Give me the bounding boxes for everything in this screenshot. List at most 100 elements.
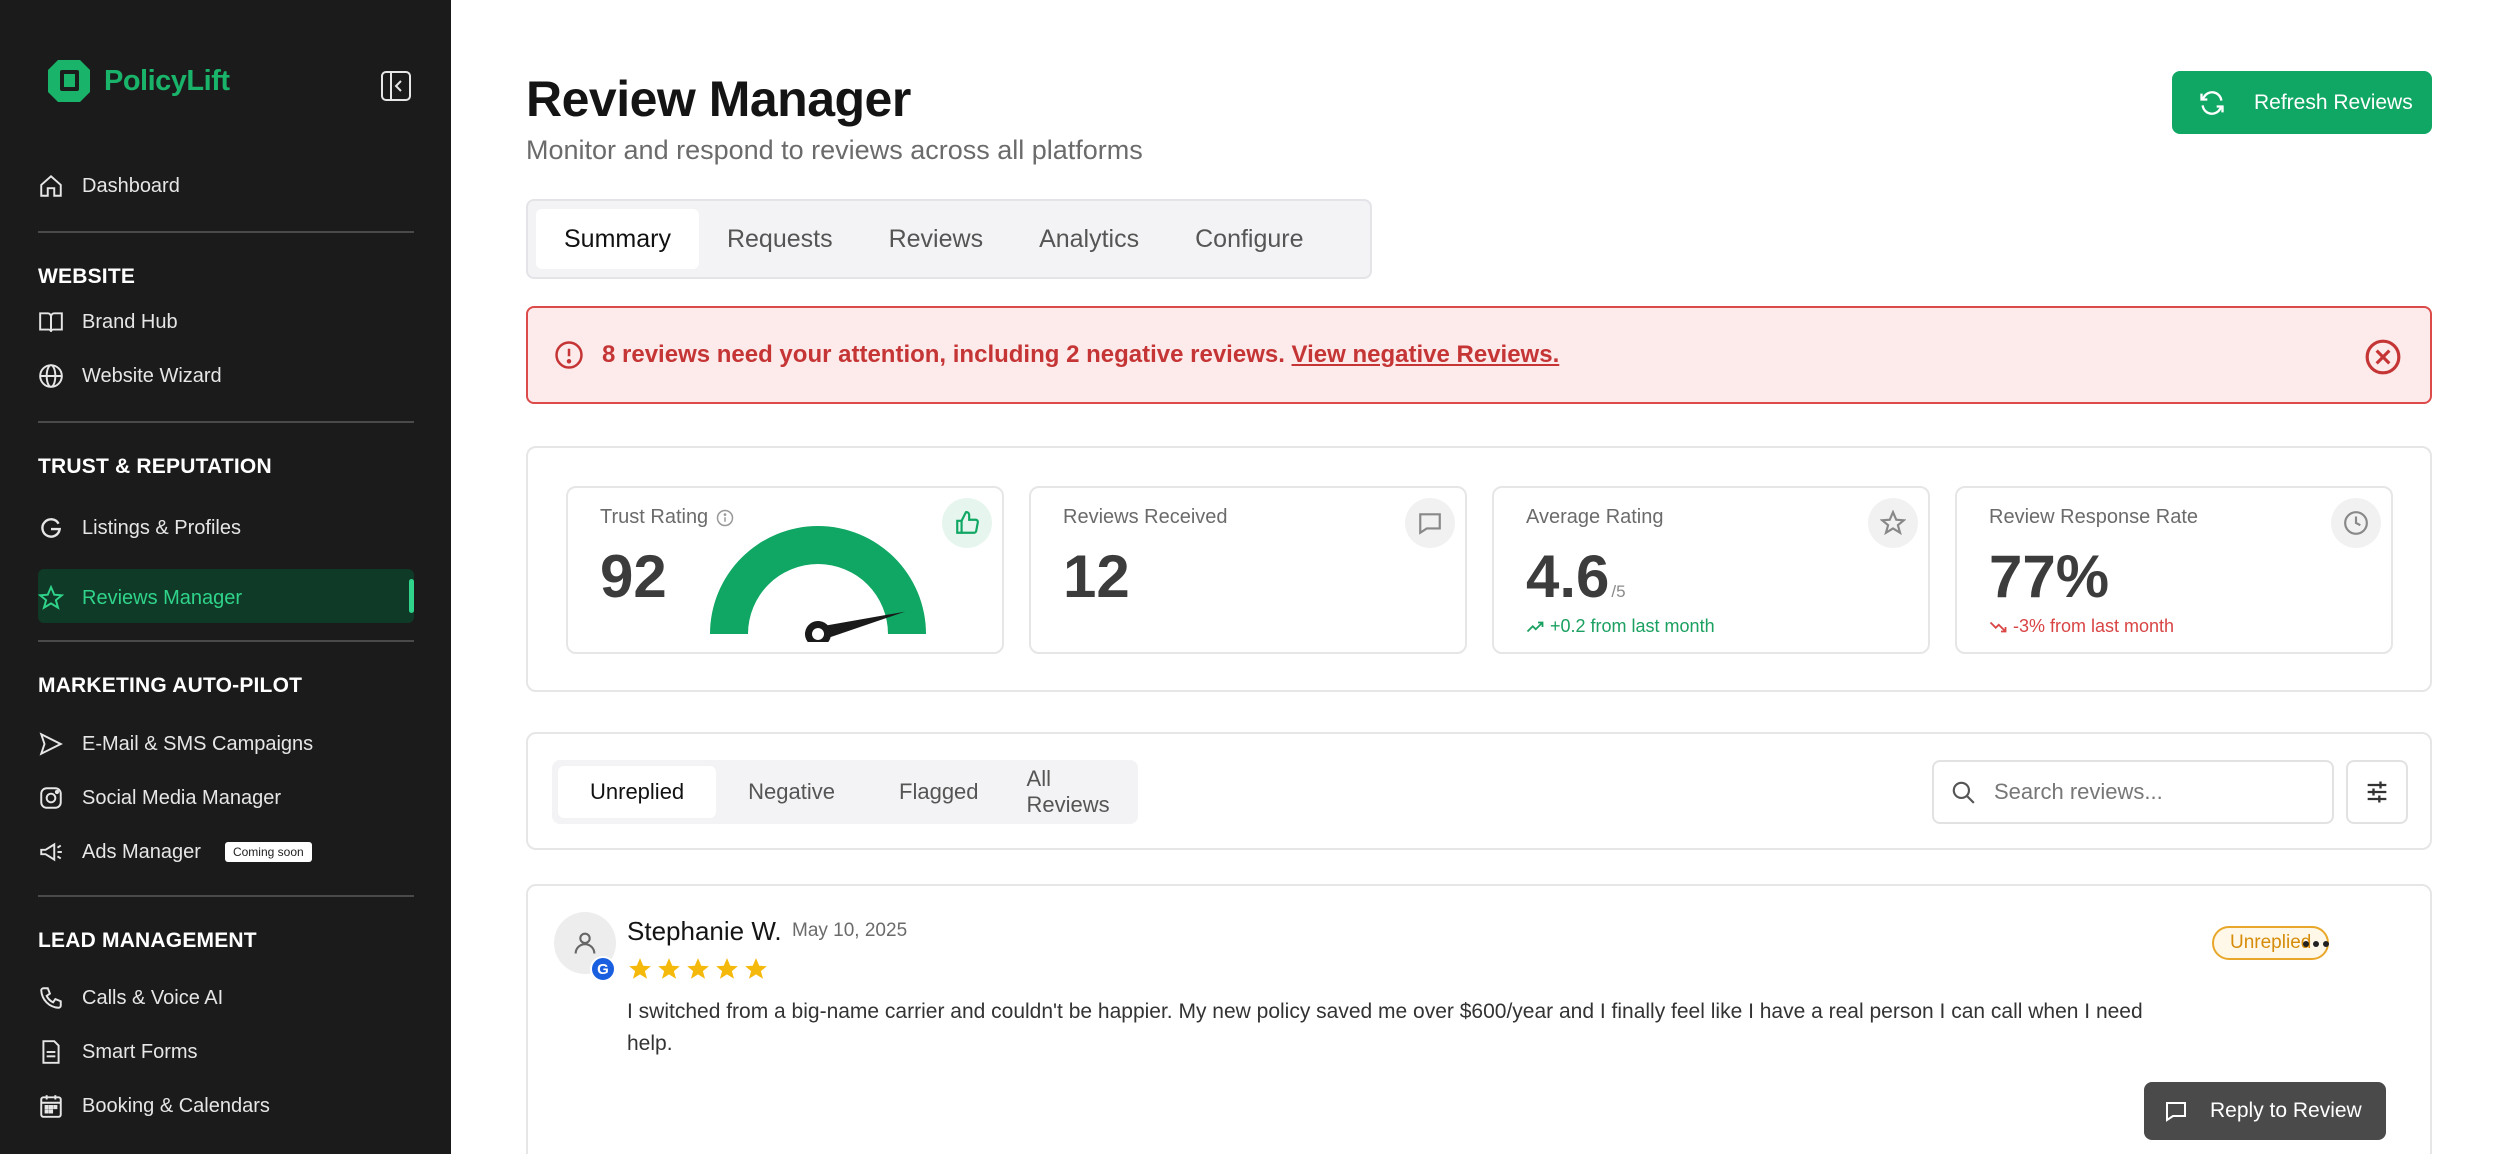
trust-rating-card: Trust Rating 92 (566, 486, 1004, 654)
stats-panel: Trust Rating 92 Reviews Receiv (526, 446, 2432, 692)
info-icon[interactable] (716, 509, 734, 527)
sidebar-item-social-media[interactable]: Social Media Manager (38, 776, 281, 820)
megaphone-icon (40, 842, 62, 862)
search-icon (1952, 781, 1975, 804)
star-filled-icon (745, 958, 767, 979)
sidebar-item-dashboard[interactable]: Dashboard (38, 164, 180, 208)
trust-rating-label: Trust Rating (600, 506, 734, 529)
refresh-reviews-label: Refresh Reviews (2254, 90, 2413, 114)
trust-rating-value: 92 (600, 543, 667, 610)
brand-logo[interactable]: PolicyLift (46, 58, 230, 104)
attention-alert: 8 reviews need your attention, including… (526, 306, 2432, 404)
sidebar-item-label: Booking & Calendars (82, 1094, 270, 1117)
sidebar-item-label: Reviews Manager (82, 586, 243, 609)
home-icon (40, 174, 62, 197)
sidebar-item-website-wizard[interactable]: Website Wizard (38, 354, 222, 398)
tab-analytics[interactable]: Analytics (1039, 224, 1140, 253)
review-card: G Stephanie W. May 10, 2025 I switched f… (526, 884, 2432, 1154)
sidebar-item-label: Dashboard (82, 174, 180, 197)
instagram-icon (40, 787, 62, 809)
star-filled-icon (687, 958, 709, 979)
sidebar-item-label: Smart Forms (82, 1040, 198, 1063)
document-icon (42, 1040, 60, 1064)
tab-reviews[interactable]: Reviews (888, 224, 984, 253)
sidebar-item-booking[interactable]: Booking & Calendars (38, 1084, 270, 1128)
sidebar-item-email-sms[interactable]: E-Mail & SMS Campaigns (38, 722, 313, 766)
user-icon (574, 932, 596, 954)
delta-text: -3% from last month (2013, 616, 2175, 636)
refresh-icon (2200, 90, 2224, 115)
tab-summary[interactable]: Summary (536, 209, 699, 269)
filter-tab-unreplied[interactable]: Unreplied (558, 766, 717, 818)
average-rating-label: Average Rating (1526, 506, 1664, 528)
filter-tab-all-reviews[interactable]: All Reviews (1026, 766, 1110, 817)
divider (38, 895, 414, 897)
sidebar-item-ads-manager[interactable]: Ads Manager Coming soon (38, 830, 312, 874)
filter-tab-negative[interactable]: Negative (748, 779, 836, 804)
sidebar-item-listings[interactable]: Listings & Profiles (38, 506, 241, 550)
close-circle-icon[interactable] (2364, 338, 2402, 376)
calendar-icon (40, 1095, 62, 1118)
sidebar-item-reviews-manager[interactable]: Reviews Manager (38, 576, 242, 620)
sidebar-item-label: Ads Manager (82, 840, 201, 863)
alert-circle-icon (555, 341, 583, 369)
sidebar-item-label: Listings & Profiles (82, 516, 241, 539)
section-heading-trust: TRUST & REPUTATION (38, 455, 272, 478)
sidebar-item-calls[interactable]: Calls & Voice AI (38, 976, 223, 1020)
sidebar-item-smart-forms[interactable]: Smart Forms (38, 1030, 198, 1074)
gauge-needle (805, 611, 906, 642)
reply-label: Reply to Review (2210, 1099, 2362, 1122)
sliders-icon (2367, 781, 2387, 803)
trending-down-icon (1989, 621, 2007, 632)
google-source-badge: G (590, 956, 616, 982)
response-rate-delta: -3% from last month (1989, 616, 2174, 637)
average-rating-value: 4.6/5 (1526, 542, 1626, 611)
sidebar-item-brand-hub[interactable]: Brand Hub (38, 300, 178, 344)
alert-text: 8 reviews need your attention, including… (602, 341, 1292, 368)
message-badge (1405, 498, 1455, 548)
phone-icon (40, 987, 62, 1009)
more-options-icon[interactable] (2298, 930, 2334, 958)
collapse-sidebar-icon[interactable] (380, 70, 412, 102)
section-heading-marketing: MARKETING AUTO-PILOT (38, 674, 303, 697)
review-text: I switched from a big-name carrier and c… (627, 1000, 2143, 1055)
review-date: May 10, 2025 (792, 920, 908, 941)
view-negative-reviews-link[interactable]: View negative Reviews. (1291, 341, 1560, 368)
reviews-received-value: 12 (1063, 543, 1130, 610)
sidebar: PolicyLift Dashboard WEBSITE Brand Hub W… (0, 0, 451, 1154)
section-heading-website: WEBSITE (38, 265, 136, 288)
star-filled-icon (658, 958, 680, 979)
average-rating-delta: +0.2 from last month (1526, 616, 1715, 637)
alert-message: 8 reviews need your attention, including… (602, 341, 1559, 369)
status-badge: Unreplied (2212, 926, 2330, 960)
message-square-icon (1419, 513, 1441, 535)
response-rate-label: Review Response Rate (1989, 506, 2198, 528)
average-rating-card: Average Rating 4.6/5 +0.2 from last mont… (1492, 486, 1930, 654)
filter-tab-flagged[interactable]: Flagged (899, 779, 979, 804)
google-icon (41, 518, 62, 538)
page-title: Review Manager (526, 71, 911, 127)
sidebar-item-label: Calls & Voice AI (82, 986, 224, 1009)
sidebar-item-label: Social Media Manager (82, 786, 281, 809)
search-box (1932, 760, 2334, 824)
refresh-reviews-button[interactable]: Refresh Reviews (2172, 71, 2432, 134)
review-filter-tabs: Unreplied Negative Flagged All Reviews (552, 760, 1138, 824)
coming-soon-badge: Coming soon (224, 842, 312, 862)
tab-requests[interactable]: Requests (726, 224, 833, 253)
star-rating (627, 956, 769, 982)
sidebar-item-label: Website Wizard (82, 364, 222, 387)
trust-gauge (710, 526, 926, 642)
stat-label-text: Trust Rating (600, 506, 709, 528)
filter-settings-button[interactable] (2346, 760, 2408, 824)
reviews-received-label: Reviews Received (1063, 506, 1228, 528)
divider (38, 421, 414, 423)
search-input[interactable] (1994, 779, 2314, 805)
page-subtitle: Monitor and respond to reviews across al… (526, 135, 1143, 165)
average-rating-suffix: /5 (1611, 582, 1626, 601)
reviews-received-card: Reviews Received 12 (1029, 486, 1467, 654)
main-content: Review Manager Monitor and respond to re… (451, 0, 2508, 1154)
reply-to-review-button[interactable]: Reply to Review (2144, 1082, 2386, 1140)
tab-configure[interactable]: Configure (1195, 224, 1304, 253)
star-icon (38, 585, 64, 610)
book-open-icon (39, 312, 63, 332)
